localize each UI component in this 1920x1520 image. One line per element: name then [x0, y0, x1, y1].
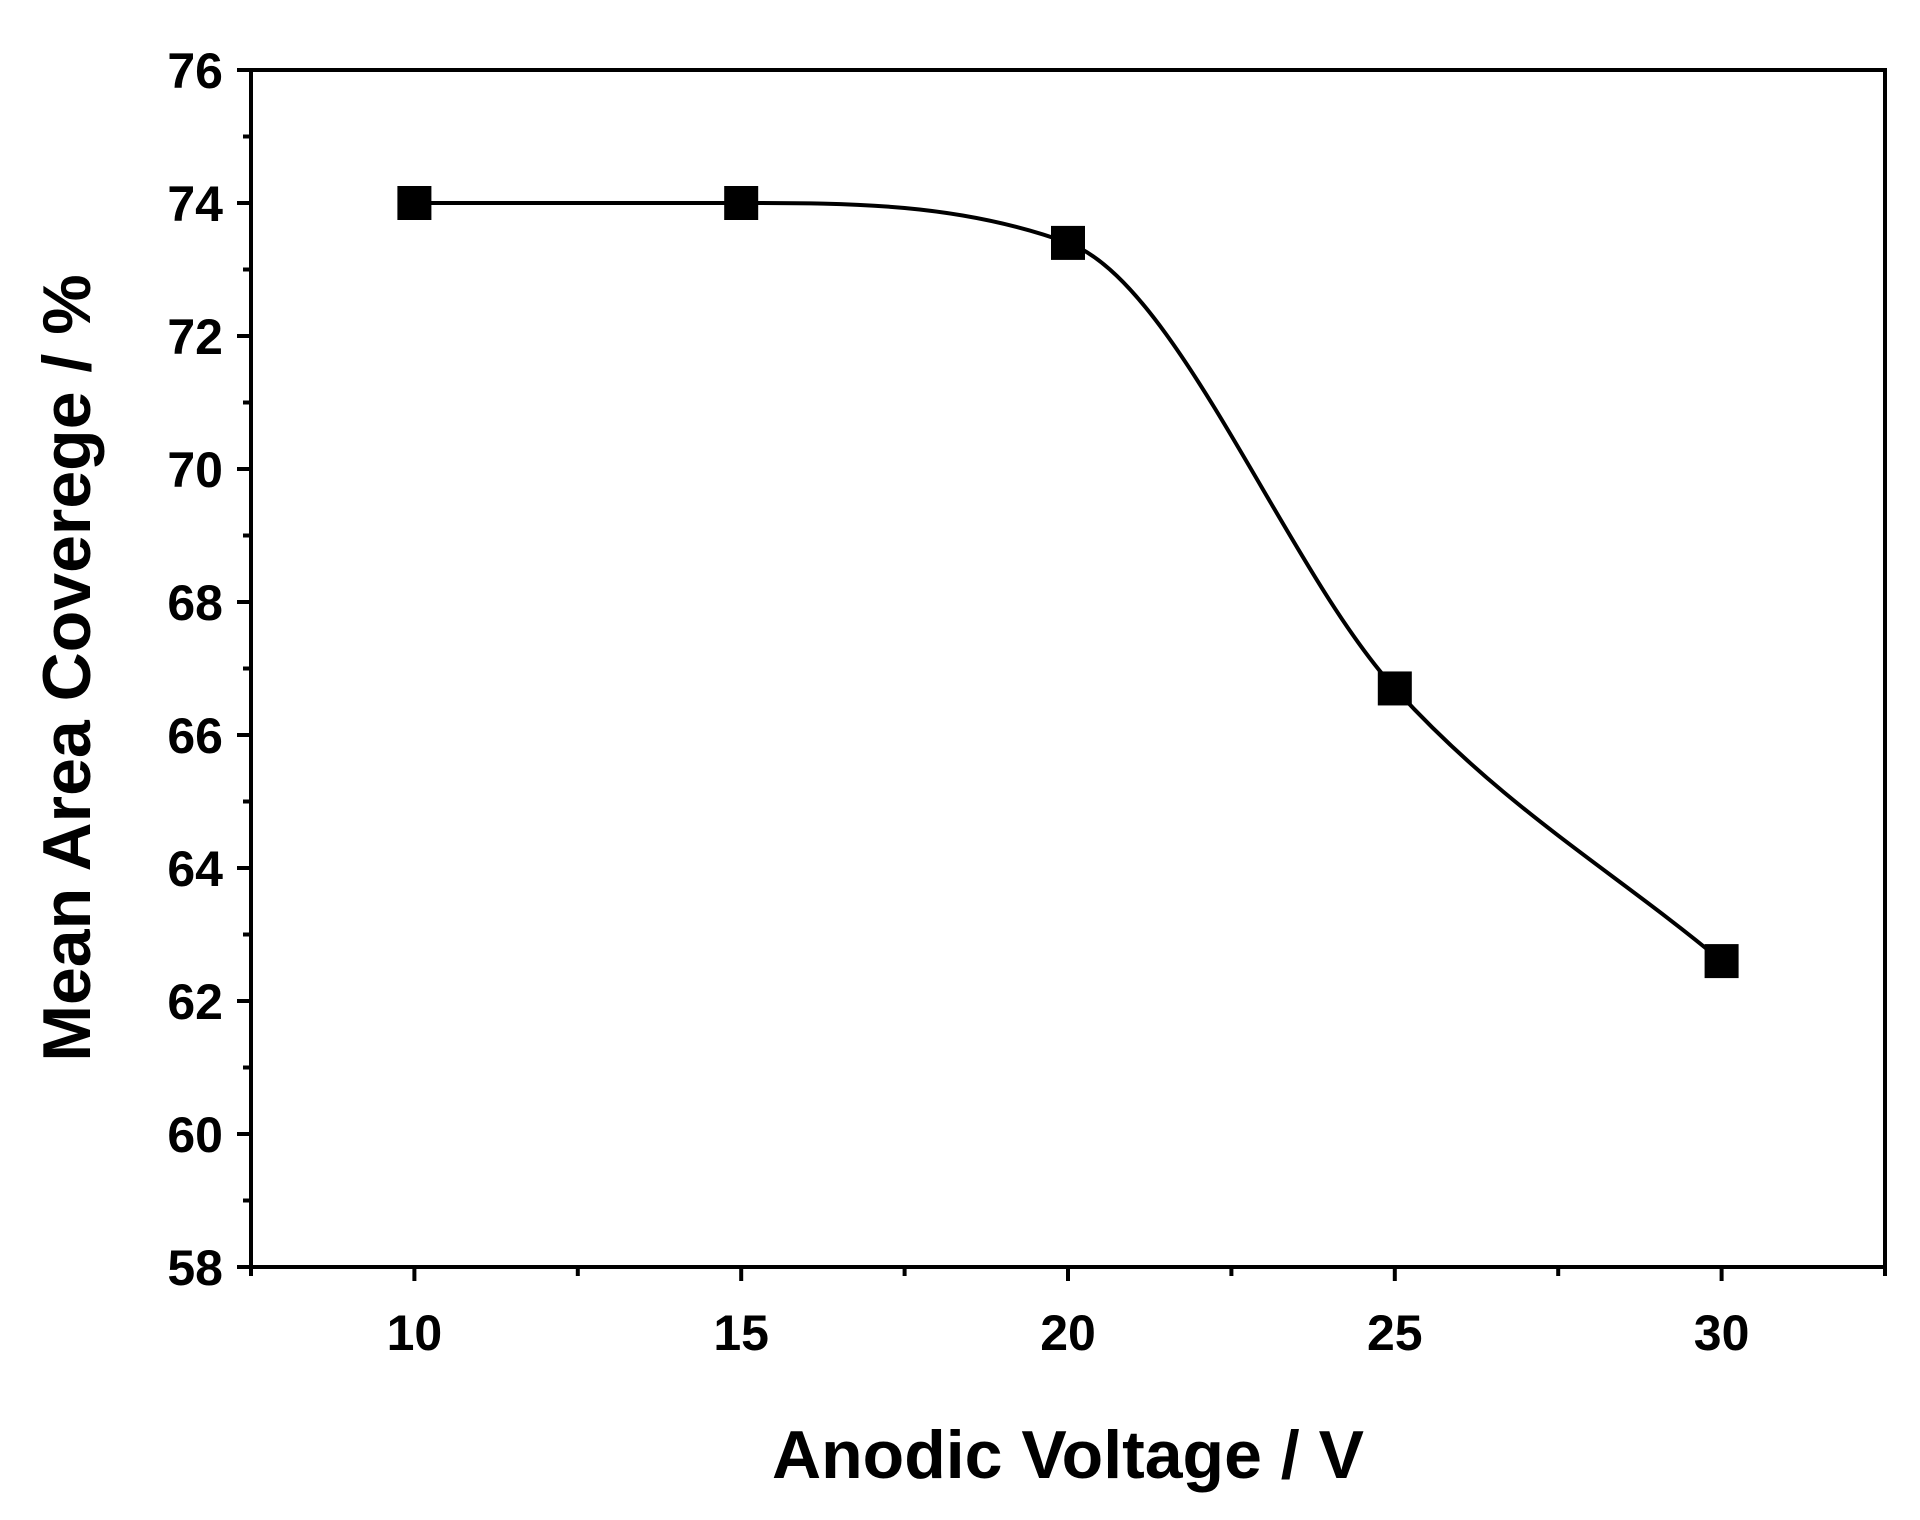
x-tick-label-10: 10: [387, 1305, 443, 1361]
y-tick-label-72: 72: [167, 309, 223, 365]
x-axis-ticks: 10 15 20 25 30: [249, 1267, 1887, 1361]
y-tick-label-64: 64: [167, 841, 223, 897]
y-tick-label-58: 58: [167, 1240, 223, 1296]
x-tick-label-20: 20: [1040, 1305, 1096, 1361]
y-tick-label-76: 76: [167, 43, 223, 99]
series-line-0: [414, 200, 1723, 963]
data-point-30: [1704, 944, 1739, 979]
y-tick-label-70: 70: [167, 442, 223, 498]
y-tick-label-60: 60: [167, 1107, 223, 1163]
x-tick-label-30: 30: [1694, 1305, 1750, 1361]
data-point-15: [724, 186, 759, 220]
data-point-25: [1377, 671, 1412, 706]
y-tick-label-74: 74: [167, 176, 223, 232]
x-tick-label-15: 15: [713, 1305, 769, 1361]
y-axis-ticks: 58 60 62 64 66 68 70 72 74 76: [167, 43, 251, 1296]
y-tick-label-62: 62: [167, 974, 223, 1030]
data-point-10: [397, 186, 432, 220]
x-axis-title: Anodic Voltage / V: [772, 1417, 1364, 1493]
series-layer: [397, 186, 1739, 979]
x-tick-label-25: 25: [1367, 1305, 1423, 1361]
y-tick-label-66: 66: [167, 708, 223, 764]
y-tick-label-68: 68: [167, 575, 223, 631]
data-point-20: [1051, 225, 1085, 260]
y-axis-title: Mean Area Coverege / %: [29, 274, 105, 1061]
